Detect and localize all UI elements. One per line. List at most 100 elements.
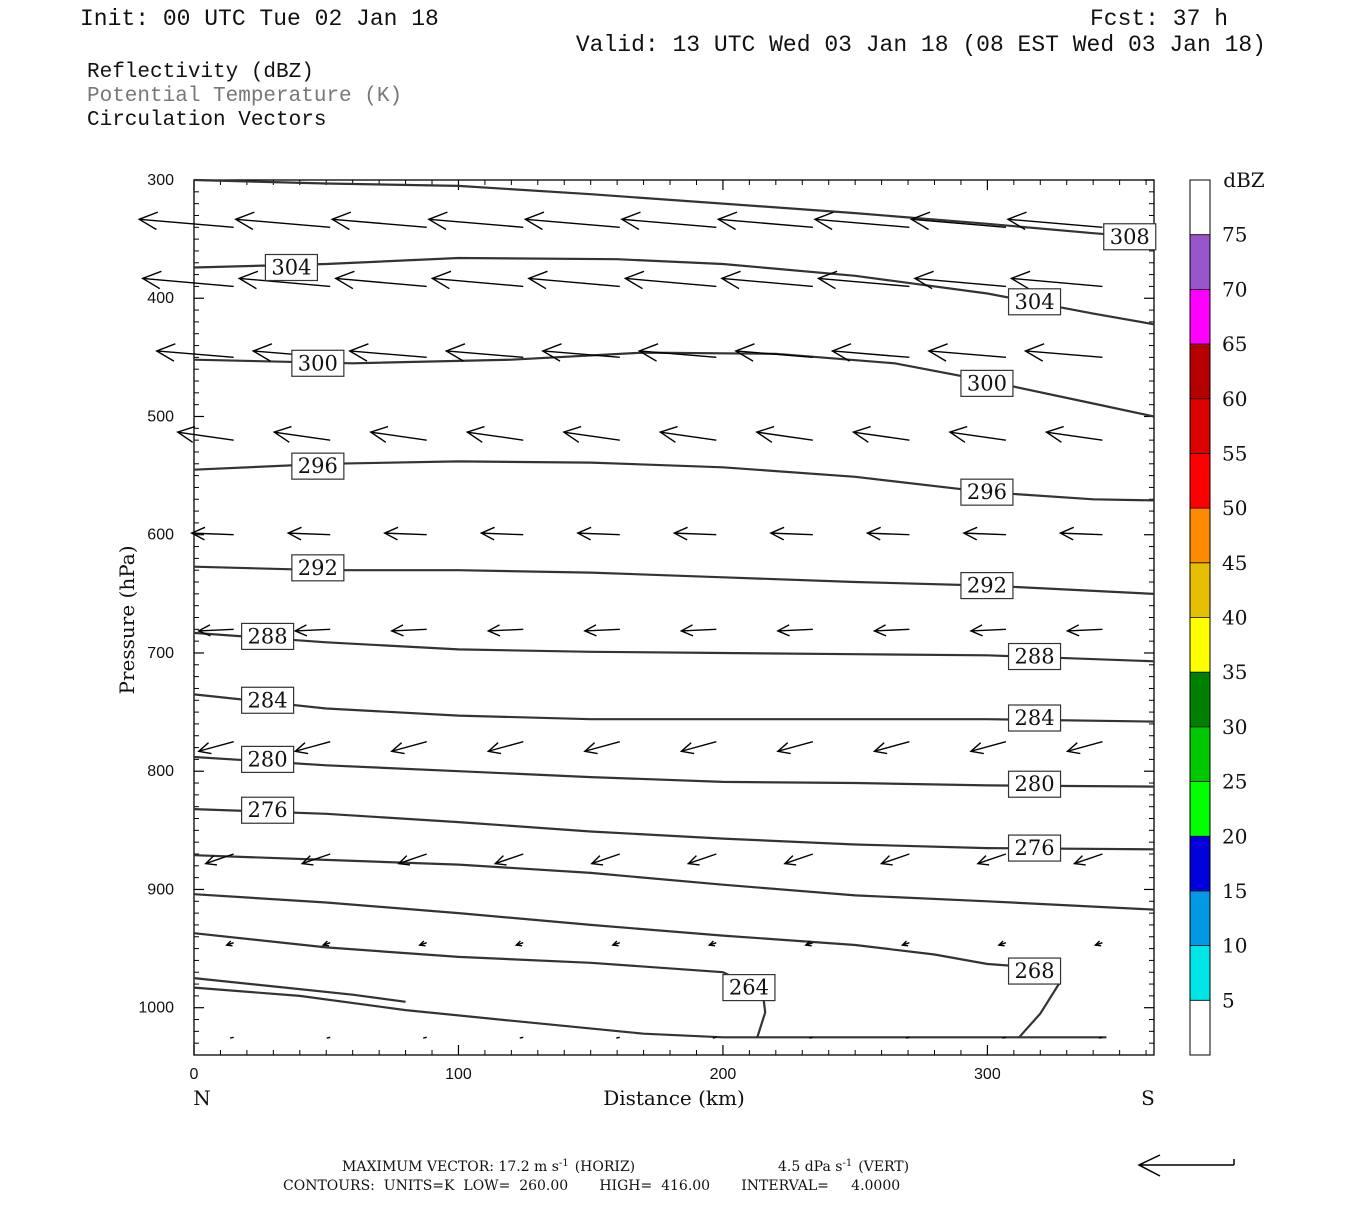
wind-vector-head [197,742,212,755]
wind-vector-head [300,855,314,866]
wind-vector-head [865,526,881,541]
wind-vector [660,431,717,441]
colorbar-segment [1190,344,1210,399]
wind-vector [198,628,234,632]
theta-contour-276 [193,808,1155,851]
y-tick-label: 700 [147,645,174,662]
theta-contour-272 [193,854,1155,911]
wind-vector [1067,628,1103,632]
colorbar-segment [1190,1000,1210,1055]
colorbar-unit-label: dBZ [1223,168,1265,192]
wind-vector [177,431,234,441]
wind-vector [639,350,717,359]
colorbar-segment [1190,562,1210,618]
wind-vector-head [734,343,755,362]
wind-vector-head [720,270,741,290]
wind-vector [1046,431,1103,441]
x-axis-title: Distance (km) [603,1086,745,1110]
wind-vector [332,218,427,228]
wind-vector-head [927,343,948,362]
north-end-label: N [193,1086,211,1110]
wind-vector-head [816,270,838,290]
wind-vector [1098,1036,1103,1039]
wind-vector-head [969,624,983,637]
wind-vector-head [348,343,369,362]
wind-vector-head [679,624,694,637]
wind-vector [591,853,621,865]
wind-vector [770,532,813,536]
max-vert-tag: (VERT) [858,1159,909,1175]
contour-label: 292 [298,556,338,580]
theta-contour-296 [193,460,1155,502]
wind-vector-head [321,940,330,947]
y-tick-label: 400 [147,290,174,307]
wind-vector [688,853,717,865]
y-tick-label: 600 [147,527,174,544]
wind-vector [584,628,620,632]
legend-reflectivity: Reflectivity (dBZ) [87,61,314,84]
max-vert-exp: -1 [842,1158,852,1169]
reference-vector-arrow [1137,1154,1235,1177]
wind-vector [963,532,1006,536]
wind-vector-head [155,343,176,362]
wind-vector [809,1036,813,1039]
wind-vector [467,431,524,441]
wind-vector-head [1072,855,1086,866]
max-vector-text: MAXIMUM VECTOR: 17.2 m s [342,1159,559,1175]
contour-label: 304 [271,256,311,280]
contour-label: 284 [248,688,288,712]
colorbar-segment [1190,508,1210,563]
wind-vector-head [813,211,834,231]
wind-vector-head [686,855,700,866]
wind-vector-head [804,940,812,947]
contour-label: 308 [1110,225,1150,249]
wind-vector [616,1036,620,1039]
plot-frame [193,179,1155,1056]
wind-vector-head [900,940,909,947]
wind-vector [295,740,331,752]
wind-vector [391,628,427,632]
wind-vector [625,277,717,288]
colorbar-segment [1190,398,1210,454]
wind-vector [391,740,427,752]
contour-label: 264 [729,976,769,1000]
colorbar-level-label: 60 [1222,387,1247,411]
wind-vector [349,350,427,359]
wind-vector [674,532,717,536]
wind-vector-head [620,211,641,231]
wind-vector-head [479,526,495,541]
colorbar-level-label: 20 [1222,824,1247,848]
contour-label: 300 [298,351,338,375]
init-time-label: Init: 00 UTC Tue 02 Jan 18 [80,6,439,32]
theta-contour-288 [193,631,1155,663]
contour-label: 296 [298,454,338,478]
wind-vector [928,350,1006,359]
wind-vector [488,740,524,752]
wind-vector-head [225,940,233,947]
wind-vector-head [769,526,785,541]
wind-vector [777,740,814,752]
colorbar-segment [1190,617,1210,673]
wind-vector-head [1065,742,1081,755]
contour-label: 280 [1014,772,1054,796]
wind-vector-head [679,742,695,755]
wind-vector-head [976,855,990,866]
max-vert-vector-label: 4.5 dPa s-1 (VERT) [778,1158,909,1175]
wind-vector-head [427,211,448,231]
wind-vector-head [909,211,931,231]
axis-ticks: 300 400 500 600 700 800 900 1000 0 100 200 300 [138,172,1154,1083]
contour-label: 276 [1014,836,1054,860]
wind-vector [398,853,427,865]
wind-vector-head [334,270,355,290]
wind-vector-head [234,211,255,231]
colorbar-level-label: 55 [1222,441,1247,465]
wind-vector-head [293,742,309,755]
wind-vector [370,431,427,441]
wind-vector-head [397,855,411,866]
wind-vector-head [755,425,775,443]
contour-label-box [1103,223,1157,251]
colorbar-segment [1190,945,1210,1001]
contour-label-box [1007,834,1062,862]
contour-label: 292 [967,574,1007,598]
